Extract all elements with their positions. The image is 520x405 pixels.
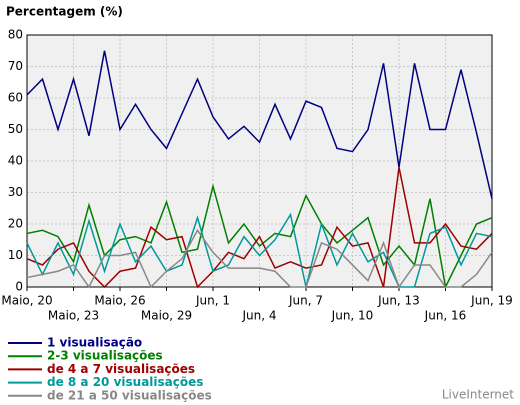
x-tick-label: Jun, 1 <box>195 294 230 308</box>
legend-label: de 21 a 50 visualisações <box>47 388 212 402</box>
series-line <box>26 50 493 199</box>
plot-border <box>26 34 493 288</box>
y-tick-label: 30 <box>8 185 23 199</box>
y-tick-label: 60 <box>8 91 23 105</box>
y-tick-label: 20 <box>8 217 23 231</box>
x-tick-label: Jun, 13 <box>377 294 420 308</box>
legend-label: 1 visualisação <box>47 336 142 350</box>
y-tick-label: 0 <box>15 280 23 294</box>
y-tick-label: 50 <box>8 122 23 136</box>
x-tick-label: Jun, 19 <box>470 294 513 308</box>
chart-title: Percentagem (%) <box>6 5 123 19</box>
x-tick-label: Jun, 10 <box>331 309 374 323</box>
x-tick-label: Maio, 26 <box>94 294 145 308</box>
series-line <box>26 167 493 289</box>
legend-label: de 4 a 7 visualisações <box>47 362 195 376</box>
x-tick-label: Maio, 23 <box>48 309 99 323</box>
y-tick-label: 80 <box>8 28 23 42</box>
y-tick-label: 70 <box>8 59 23 73</box>
legend-label: 2-3 visualisações <box>47 349 163 363</box>
x-tick-label: Maio, 20 <box>1 294 52 308</box>
y-tick-label: 10 <box>8 248 23 262</box>
legend-label: de 8 a 20 visualisações <box>47 375 203 389</box>
x-tick-label: Maio, 29 <box>141 309 192 323</box>
x-tick-label: Jun, 4 <box>241 309 276 323</box>
x-tick-label: Jun, 7 <box>288 294 323 308</box>
series-line <box>26 212 493 288</box>
y-tick-label: 40 <box>8 154 23 168</box>
watermark: LiveInternet <box>442 388 514 402</box>
x-tick-label: Jun, 16 <box>424 309 467 323</box>
series-line <box>26 228 493 289</box>
